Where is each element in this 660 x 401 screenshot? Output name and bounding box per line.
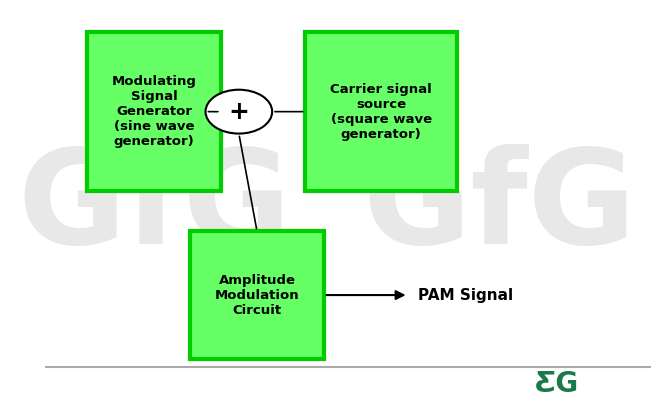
- Text: PAM Signal: PAM Signal: [418, 288, 513, 303]
- Text: Amplitude
Modulation
Circuit: Amplitude Modulation Circuit: [214, 273, 300, 316]
- Text: Modulating
Signal
Generator
(sine wave
generator): Modulating Signal Generator (sine wave g…: [112, 75, 197, 148]
- FancyBboxPatch shape: [306, 32, 457, 191]
- Circle shape: [205, 90, 272, 134]
- Text: Carrier signal
source
(square wave
generator): Carrier signal source (square wave gener…: [331, 83, 432, 141]
- Text: ƸG: ƸG: [535, 370, 579, 397]
- Text: GfG: GfG: [17, 144, 291, 271]
- Text: +: +: [228, 99, 249, 124]
- FancyBboxPatch shape: [87, 32, 220, 191]
- Text: GfG: GfG: [362, 144, 636, 271]
- FancyBboxPatch shape: [190, 231, 323, 359]
